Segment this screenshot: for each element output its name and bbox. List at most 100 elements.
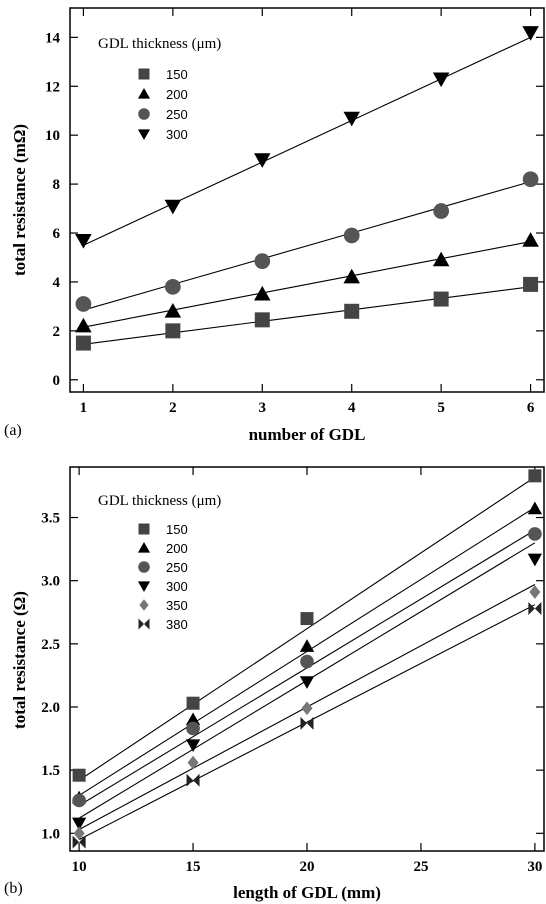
point-b-380-2 xyxy=(300,716,314,730)
point-a-250-4 xyxy=(433,203,450,219)
legend-label-b-150: 150 xyxy=(166,522,188,537)
point-b-380-1 xyxy=(186,773,200,787)
legend-label-b-300: 300 xyxy=(166,579,188,594)
legend-label-b-350: 350 xyxy=(166,598,188,613)
point-a-250-2 xyxy=(254,253,271,270)
point-b-150-1 xyxy=(186,696,200,710)
x-tick-label-a-2: 3 xyxy=(259,400,267,416)
panel-label-a: (a) xyxy=(4,422,22,439)
y-tick-label-b-4: 3.0 xyxy=(41,574,60,590)
point-a-300-2 xyxy=(254,153,271,168)
fit-line-a-250 xyxy=(83,181,531,311)
point-a-200-0 xyxy=(75,317,92,333)
legend-marker-b-350 xyxy=(139,599,149,611)
point-b-300-3 xyxy=(527,553,543,567)
y-tick-label-b-1: 1.5 xyxy=(41,763,60,779)
point-a-250-3 xyxy=(343,227,360,244)
point-a-250-1 xyxy=(164,278,181,295)
tick-marks-a xyxy=(70,8,544,392)
point-b-350-1 xyxy=(187,755,199,770)
fit-line-b-250 xyxy=(78,529,536,806)
legend-a: GDL thickness (μm) 150 200 250 300 xyxy=(98,36,221,142)
legend-title-a: GDL thickness (μm) xyxy=(98,36,221,52)
point-b-350-3 xyxy=(529,585,541,599)
tick-labels-b: 10 15 20 25 30 1.0 1.5 2.0 2.5 3.0 3.5 xyxy=(41,511,542,875)
point-a-150-5 xyxy=(523,276,539,292)
fit-line-b-150 xyxy=(78,476,536,781)
point-b-350-0 xyxy=(73,826,85,841)
y-tick-label-a-6: 12 xyxy=(45,79,60,95)
data-points-b xyxy=(71,469,543,849)
point-a-150-4 xyxy=(433,291,449,307)
point-b-150-0 xyxy=(72,768,86,782)
y-tick-label-b-0: 1.0 xyxy=(41,826,60,842)
point-a-150-3 xyxy=(344,303,360,319)
y-axis-label-a: total resistance (mΩ) xyxy=(10,124,29,276)
point-a-300-3 xyxy=(343,111,360,127)
point-a-200-4 xyxy=(432,251,450,267)
point-a-150-2 xyxy=(254,312,270,328)
x-axis-label-b: length of GDL (mm) xyxy=(233,883,381,902)
x-tick-label-b-1: 15 xyxy=(186,859,201,875)
legend-label-b-200: 200 xyxy=(166,541,188,556)
point-b-200-3 xyxy=(527,501,543,515)
point-a-300-1 xyxy=(164,199,182,215)
x-tick-label-b-0: 10 xyxy=(72,859,87,875)
point-b-250-3 xyxy=(528,527,542,541)
point-a-200-1 xyxy=(164,303,182,318)
fit-line-b-380 xyxy=(78,604,536,841)
point-b-150-2 xyxy=(300,612,314,626)
point-b-250-1 xyxy=(186,721,200,736)
legend-title-b: GDL thickness (μm) xyxy=(98,493,221,509)
legend-marker-a-200 xyxy=(137,87,151,99)
x-tick-label-a-4: 5 xyxy=(437,400,445,416)
x-axis-label-a: number of GDL xyxy=(249,425,366,444)
point-b-380-0 xyxy=(72,835,86,849)
x-tick-label-b-2: 20 xyxy=(300,859,315,875)
point-b-380-3 xyxy=(528,601,542,615)
legend-marker-b-250 xyxy=(138,561,150,573)
point-b-150-3 xyxy=(528,469,542,483)
y-tick-label-a-4: 8 xyxy=(53,177,61,193)
point-b-200-1 xyxy=(185,712,201,726)
fit-line-a-300 xyxy=(83,36,531,246)
point-b-250-2 xyxy=(300,654,314,669)
y-axis-label-b: total resistance (Ω) xyxy=(10,591,29,729)
point-a-250-0 xyxy=(75,296,92,312)
fit-line-b-350 xyxy=(78,583,536,831)
legend-marker-b-380 xyxy=(138,618,150,630)
point-a-300-4 xyxy=(432,72,450,88)
point-a-150-0 xyxy=(75,335,91,351)
point-b-200-2 xyxy=(299,639,315,652)
legend-label-a-300: 300 xyxy=(166,127,188,142)
y-tick-label-b-2: 2.0 xyxy=(41,700,60,716)
point-a-300-0 xyxy=(75,233,92,249)
y-tick-label-b-5: 3.5 xyxy=(41,511,60,527)
point-b-350-2 xyxy=(301,701,313,716)
y-tick-label-a-3: 6 xyxy=(53,226,61,242)
legend-marker-b-200 xyxy=(137,541,151,553)
legend-label-a-200: 200 xyxy=(166,87,188,102)
point-a-250-5 xyxy=(522,171,539,188)
data-points-a xyxy=(75,26,539,351)
point-a-200-2 xyxy=(254,285,271,301)
fit-line-b-200 xyxy=(78,506,536,796)
fit-line-b-300 xyxy=(78,542,536,819)
x-tick-label-b-3: 25 xyxy=(413,859,428,875)
point-b-250-0 xyxy=(72,793,86,808)
y-tick-label-a-0: 0 xyxy=(53,373,61,389)
point-b-300-0 xyxy=(71,817,87,831)
panel-label-b: (b) xyxy=(4,880,23,897)
x-tick-label-a-1: 2 xyxy=(169,400,177,416)
point-a-200-3 xyxy=(343,268,360,284)
point-a-200-5 xyxy=(522,232,539,247)
legend-marker-b-300 xyxy=(137,581,151,593)
x-tick-label-a-3: 4 xyxy=(348,400,356,416)
legend-label-a-150: 150 xyxy=(166,67,188,82)
point-a-300-5 xyxy=(522,26,539,41)
legend-label-b-250: 250 xyxy=(166,560,188,575)
fit-line-a-150 xyxy=(83,286,531,345)
